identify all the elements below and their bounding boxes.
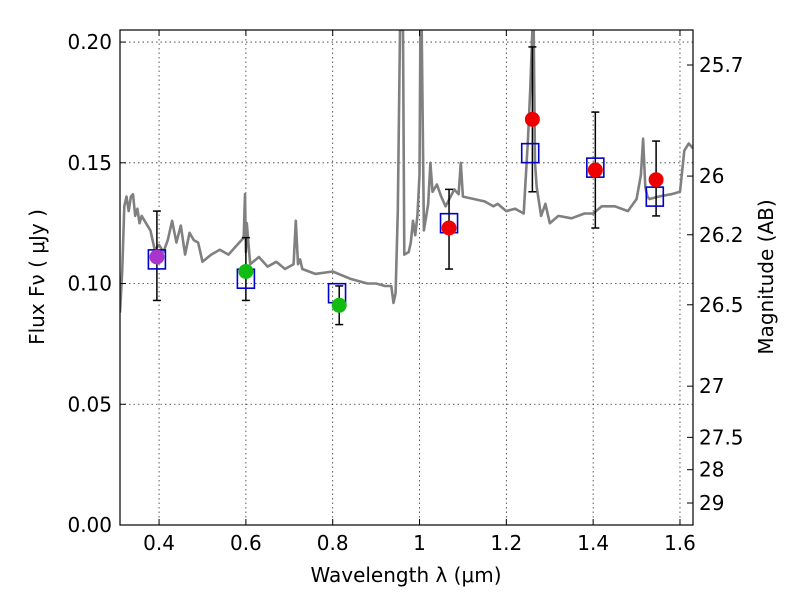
- x-axis-title: Wavelength λ (μm): [310, 563, 501, 587]
- y-tick-label: 0.10: [67, 272, 112, 296]
- x-tick-label: 1.6: [664, 531, 696, 555]
- x-tick-label: 0.8: [317, 531, 349, 555]
- right-axis-ticks: 25.7 26 26.2 26.5 27 27.5 28 29: [687, 53, 744, 515]
- right-tick-label: 25.7: [699, 53, 744, 77]
- y-tick-label: 0.00: [67, 513, 112, 537]
- observed-point: [648, 172, 664, 188]
- observed-point: [441, 220, 457, 236]
- y-axis-title: Flux Fν ( μJy ): [25, 209, 49, 345]
- observed-point: [238, 263, 254, 279]
- right-axis-title: Magnitude (AB): [754, 199, 778, 354]
- y-tick-label: 0.20: [67, 30, 112, 54]
- x-tick-label: 0.4: [143, 531, 175, 555]
- spectrum-layer: [120, 30, 693, 313]
- x-tick-label: 1.4: [577, 531, 609, 555]
- y-tick-label: 0.05: [67, 392, 112, 416]
- right-tick-label: 26.2: [699, 223, 744, 247]
- x-axis-ticks: 0.4 0.6 0.8 1 1.2 1.4 1.6: [143, 30, 696, 555]
- plot-background: [120, 30, 693, 525]
- plot-frame: [119, 29, 694, 526]
- y-axis-ticks: 0.00 0.05 0.10 0.15 0.20: [67, 30, 126, 537]
- observed-point: [524, 111, 540, 127]
- spectrum-line: [120, 30, 693, 313]
- x-tick-label: 1: [413, 531, 426, 555]
- right-tick-label: 26: [699, 164, 724, 188]
- right-tick-label: 27: [699, 374, 724, 398]
- observed-point: [149, 249, 165, 265]
- observed-point: [331, 297, 347, 313]
- y-tick-label: 0.15: [67, 151, 112, 175]
- right-tick-label: 26.5: [699, 293, 744, 317]
- observed-points: [149, 111, 664, 313]
- observed-point: [587, 162, 603, 178]
- right-tick-label: 28: [699, 458, 724, 482]
- right-tick-label: 27.5: [699, 425, 744, 449]
- x-tick-label: 0.6: [230, 531, 262, 555]
- model-square: [520, 142, 540, 164]
- right-tick-label: 29: [699, 491, 724, 515]
- x-tick-label: 1.2: [490, 531, 522, 555]
- model-square: [645, 186, 665, 207]
